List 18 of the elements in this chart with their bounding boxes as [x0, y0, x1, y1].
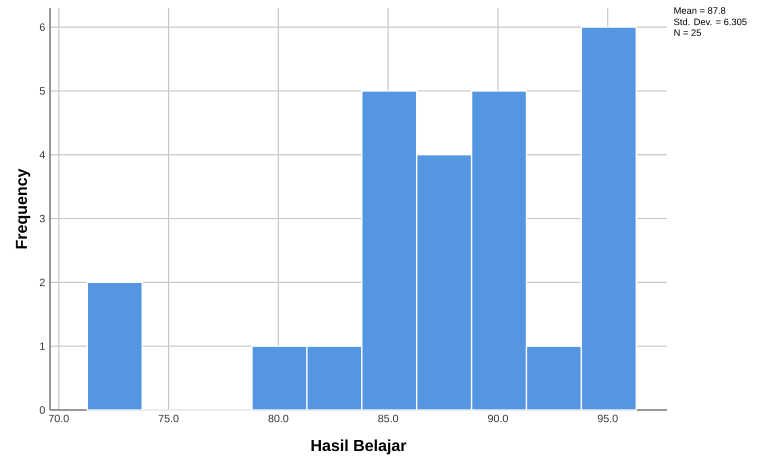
y-tick-label: 6 — [40, 23, 45, 31]
y-tick-label: 1 — [40, 342, 45, 350]
x-tick-label: 90.0 — [488, 414, 508, 422]
x-tick-label: 75.0 — [158, 414, 179, 422]
y-tick-label: 4 — [40, 151, 45, 158]
y-tick-label: 5 — [40, 87, 45, 95]
y-axis-title: Frequency — [16, 168, 30, 248]
y-tick-label: 3 — [40, 214, 45, 222]
x-tick-label: 85.0 — [378, 414, 398, 422]
text: N = 25 — [674, 29, 701, 36]
text: Std. Dev. = 6.305 — [674, 18, 747, 26]
y-tick-label: 0 — [40, 406, 45, 414]
x-tick-label: 70.0 — [48, 414, 69, 422]
text: Mean = 87.8 — [674, 7, 726, 14]
x-tick-label: 80.0 — [268, 414, 288, 422]
x-tick-label: 95.0 — [598, 414, 618, 422]
x-axis-title: Hasil Belajar — [312, 439, 406, 454]
y-tick-label: 2 — [40, 278, 45, 286]
